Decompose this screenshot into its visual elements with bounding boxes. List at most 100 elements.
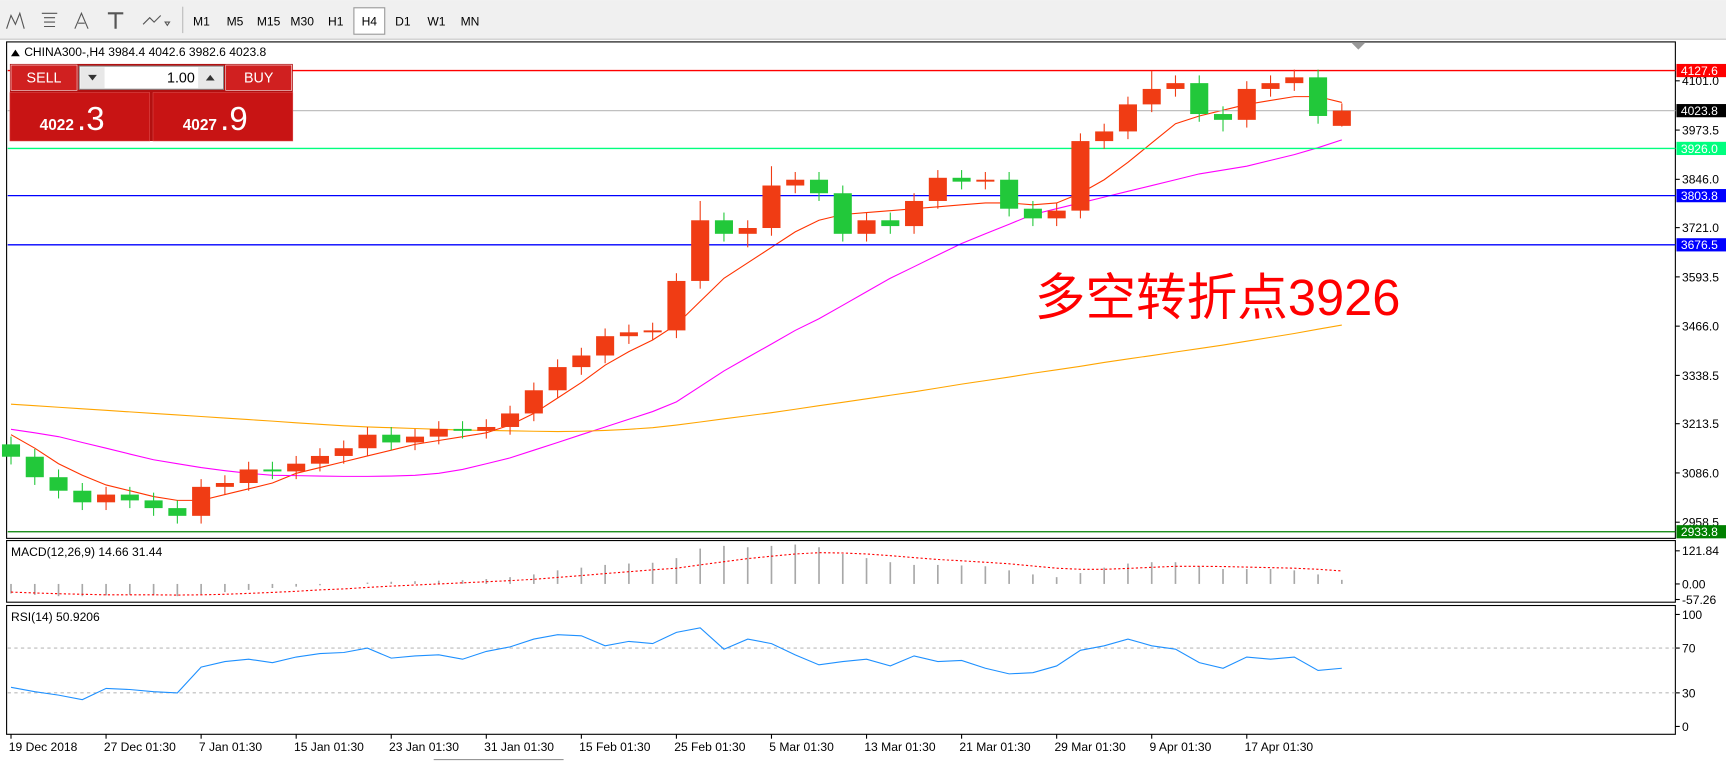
candle-body xyxy=(762,185,781,229)
timeframe-button[interactable]: H4 xyxy=(362,14,378,28)
tool-icon[interactable] xyxy=(6,11,25,29)
candle-body xyxy=(1285,77,1304,84)
x-tick-label: 9 Apr 01:30 xyxy=(1150,740,1212,754)
candle-body xyxy=(1047,210,1066,219)
buy-price-box[interactable] xyxy=(152,92,294,142)
candle-body xyxy=(524,390,543,414)
macd-signal xyxy=(10,552,1342,596)
candle-body xyxy=(691,220,710,281)
sell-price-tail[interactable]: .3 xyxy=(77,100,105,137)
x-tick-label: 19 Dec 2018 xyxy=(9,740,78,754)
candle-body xyxy=(263,469,282,472)
timeframe-button[interactable]: D1 xyxy=(395,14,411,28)
candle-body xyxy=(548,367,567,391)
candle-body xyxy=(857,220,876,234)
candle-body xyxy=(952,177,971,182)
timeframe-button[interactable]: W1 xyxy=(427,14,445,28)
timeframe-button[interactable]: MN xyxy=(461,14,480,28)
tool-icon[interactable] xyxy=(74,11,89,29)
x-tick-label: 25 Feb 01:30 xyxy=(674,740,746,754)
price-label-bg xyxy=(1676,238,1726,252)
y-tick-label: 121.84 xyxy=(1682,544,1719,558)
candle-body xyxy=(25,456,44,478)
y-tick-label: 70 xyxy=(1682,641,1696,655)
candle-body xyxy=(1213,114,1233,120)
candle-body xyxy=(1166,83,1185,89)
candle-body xyxy=(1190,83,1209,115)
candle-body xyxy=(168,508,187,516)
price-label-bg xyxy=(1676,189,1726,203)
buy-button[interactable] xyxy=(225,64,292,91)
rsi-panel xyxy=(6,604,1676,735)
timeframe-selected[interactable] xyxy=(353,7,386,35)
price-label: 4127.6 xyxy=(1681,64,1718,78)
sell-button[interactable] xyxy=(10,64,78,91)
y-tick-label: 3593.5 xyxy=(1682,270,1719,284)
tool-icon[interactable] xyxy=(142,15,171,27)
lots-input[interactable] xyxy=(78,65,225,90)
timeframe-button[interactable]: H1 xyxy=(328,14,344,28)
candle-body xyxy=(73,490,92,503)
candle-body xyxy=(192,486,211,516)
candle-body xyxy=(928,177,947,201)
candle-body xyxy=(1000,179,1019,209)
rsi-plot: 100 70 30 0 xyxy=(7,608,1702,734)
sell-label[interactable]: SELL xyxy=(27,71,62,87)
tool-icon[interactable] xyxy=(107,12,124,29)
candle-body xyxy=(1309,77,1328,116)
candle-body xyxy=(215,482,234,487)
timeframe-button[interactable]: M30 xyxy=(290,14,314,28)
rsi-line xyxy=(10,627,1342,701)
buy-label[interactable]: BUY xyxy=(244,71,274,87)
y-tick-label: 3973.5 xyxy=(1682,123,1719,137)
candle-body xyxy=(643,330,662,333)
moving-average xyxy=(10,324,1342,433)
x-tick-label: 15 Jan 01:30 xyxy=(294,740,364,754)
arrow-up-icon xyxy=(205,74,215,81)
candle-body xyxy=(1332,110,1351,126)
price-label-bg xyxy=(1676,63,1726,78)
buy-price-main[interactable]: 4027 xyxy=(183,117,217,134)
sell-price-main[interactable]: 4022 xyxy=(40,117,74,134)
one-click-trading: SELL 1.00 BUY 4022 .3 4027 .9 xyxy=(9,63,294,142)
arrow-down-icon xyxy=(88,74,97,81)
timeframe-button[interactable]: M1 xyxy=(193,14,210,28)
candle-body xyxy=(905,200,924,227)
x-tick-label: 5 Mar 01:30 xyxy=(769,740,834,754)
y-tick-label: -57.26 xyxy=(1682,593,1717,607)
macd-label: MACD(12,26,9) 14.66 31.44 xyxy=(11,545,163,559)
timeframe-button[interactable]: M15 xyxy=(257,14,281,28)
y-tick-label: 30 xyxy=(1682,686,1696,700)
candle-body xyxy=(833,193,852,234)
price-label-bg xyxy=(1676,525,1726,539)
buy-price-tail[interactable]: .9 xyxy=(220,100,248,137)
candle-body xyxy=(287,463,306,472)
tool-icon[interactable] xyxy=(41,12,58,28)
x-tick-label: 13 Mar 01:30 xyxy=(864,740,936,754)
x-tick-label: 29 Mar 01:30 xyxy=(1054,740,1126,754)
y-tick-label: 3721.0 xyxy=(1682,221,1719,235)
lots-value[interactable]: 1.00 xyxy=(167,71,195,87)
candle-body xyxy=(49,477,68,491)
candle-body xyxy=(382,434,401,443)
candle-body xyxy=(976,179,995,182)
candle-body xyxy=(477,426,496,431)
candle-body xyxy=(809,179,829,194)
price-label-bg xyxy=(1676,104,1726,118)
candle-body xyxy=(405,436,425,443)
header-arrow xyxy=(11,49,20,57)
sell-price-box[interactable] xyxy=(9,92,150,142)
candle-body xyxy=(334,448,353,456)
x-tick-label: 17 Apr 01:30 xyxy=(1245,740,1314,754)
symbol-header: CHINA300-,H4 3984.4 4042.6 3982.6 4023.8 xyxy=(24,45,266,59)
x-tick-label: 21 Mar 01:30 xyxy=(959,740,1031,754)
timeframe-button[interactable]: M5 xyxy=(227,14,244,28)
drawing-tools[interactable] xyxy=(6,11,171,29)
y-tick-label: 3466.0 xyxy=(1682,320,1719,334)
y-tick-label: 4101.0 xyxy=(1682,74,1719,88)
rsi-label: RSI(14) 50.9206 xyxy=(11,610,100,624)
candle-body xyxy=(786,179,805,186)
candle-body xyxy=(1071,141,1090,211)
